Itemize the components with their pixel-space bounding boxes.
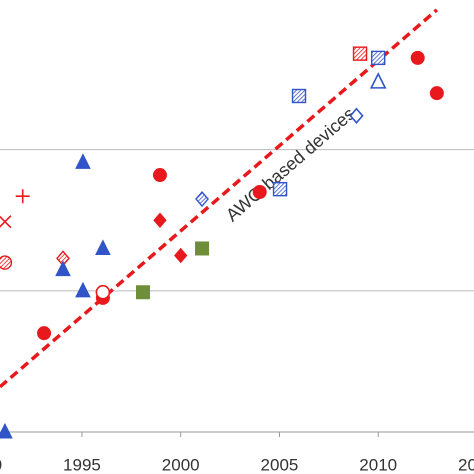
marker-hatched-diamond	[195, 190, 209, 208]
marker-triangle	[75, 281, 91, 298]
x-tick-label: 1990	[0, 455, 2, 474]
marker-hatched-square	[272, 181, 288, 197]
marker-square	[195, 241, 210, 256]
marker-open-triangle	[369, 72, 387, 89]
x-tick-label: 1995	[63, 455, 101, 474]
marker-hatched-square	[371, 50, 386, 66]
trend-line	[0, 8, 439, 389]
marker-plus	[15, 189, 30, 204]
marker-hatched-circle	[0, 255, 13, 270]
marker-triangle	[95, 239, 111, 255]
marker-diamond	[153, 212, 167, 229]
marker-open-circle	[95, 284, 111, 300]
marker-triangle	[0, 422, 13, 439]
marker-circle	[410, 50, 425, 65]
marker-triangle	[75, 153, 91, 169]
marker-circle	[252, 185, 267, 199]
x-tick-label: 2015	[458, 455, 474, 474]
x-tick-label: 2005	[261, 455, 299, 474]
marker-x	[0, 215, 12, 229]
marker-diamond	[174, 247, 188, 264]
marker-circle	[152, 168, 167, 183]
marker-triangle	[55, 260, 71, 277]
marker-hatched-square	[352, 46, 368, 61]
marker-open-diamond	[349, 107, 364, 124]
trend-annotation: AWG-based devices	[222, 103, 359, 225]
x-tick-label: 2000	[162, 455, 200, 474]
marker-square	[135, 285, 150, 300]
marker-circle	[37, 326, 52, 341]
marker-circle	[429, 86, 444, 101]
x-tick-label: 2010	[359, 455, 397, 474]
marker-hatched-square	[291, 88, 307, 104]
